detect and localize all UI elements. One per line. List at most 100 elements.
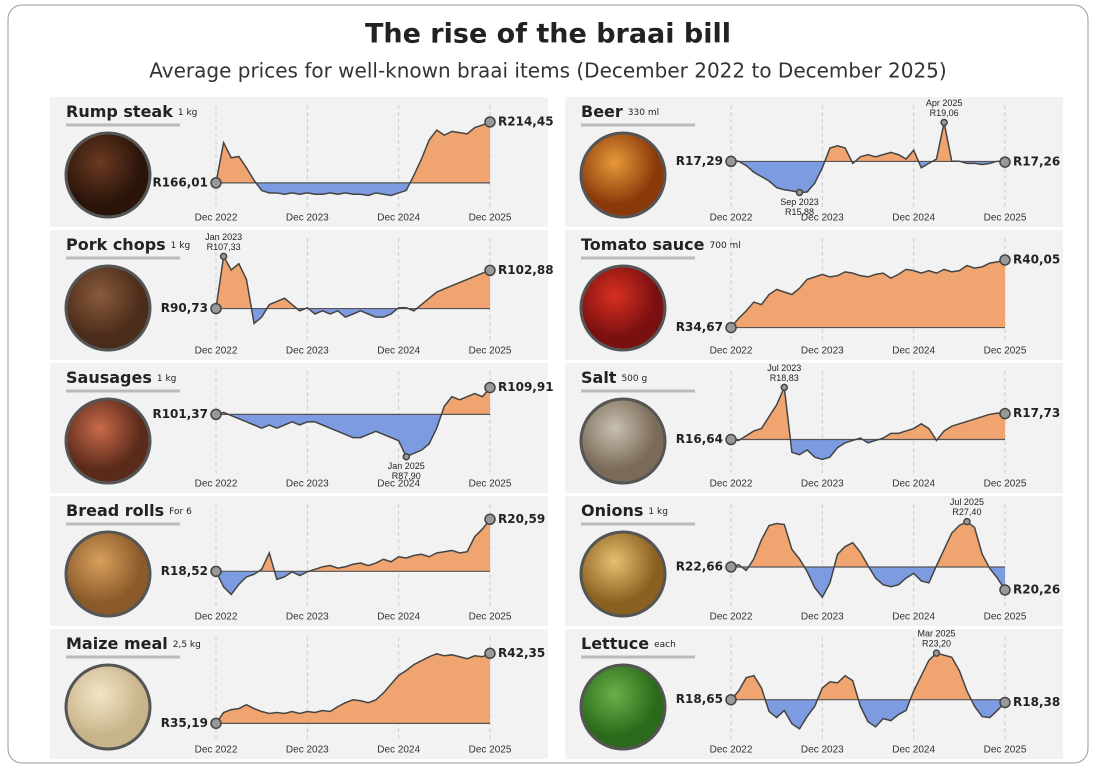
value-label: R18,52 [161, 564, 208, 578]
value-label: R22,66 [676, 559, 723, 573]
item-name: Lettuce [581, 634, 649, 653]
area-below [255, 182, 411, 196]
x-tick-label: Dec 2022 [710, 479, 753, 490]
item-name: Sausages [66, 368, 152, 387]
x-tick-label: Dec 2023 [801, 346, 844, 357]
x-tick-label: Dec 2024 [377, 612, 420, 623]
item-name: Rump steak [66, 102, 173, 121]
annotation-value: R15,88 [785, 207, 814, 217]
x-tick-label: Dec 2025 [469, 213, 512, 224]
x-tick-label: Dec 2025 [469, 479, 512, 490]
item-photo [579, 131, 667, 219]
area-below [731, 699, 1005, 729]
item-unit: For 6 [169, 507, 192, 517]
value-label: R214,45 [498, 114, 554, 128]
point [484, 647, 496, 660]
area-above [216, 387, 490, 415]
x-tick-label: Dec 2024 [892, 213, 935, 224]
area-above [216, 653, 490, 724]
item-photo [64, 663, 152, 751]
panel-title: Bread rolls For 6 [66, 501, 192, 520]
area-above [731, 521, 1005, 567]
x-tick-label: Dec 2022 [195, 612, 238, 623]
area-below [216, 571, 490, 595]
price-line [730, 520, 1006, 599]
price-line [215, 652, 491, 724]
x-tick-label: Dec 2023 [286, 346, 329, 357]
point [484, 116, 496, 128]
panel-title: Tomato sauce 700 ml [581, 235, 741, 254]
price-line [215, 121, 491, 197]
value-label: R35,19 [161, 716, 208, 730]
point [725, 321, 737, 334]
point [999, 407, 1011, 420]
area-below [216, 308, 490, 324]
annotation-date: Mar 2025 [917, 629, 955, 639]
x-tick-label: Dec 2024 [377, 745, 420, 756]
value-label: R16,64 [676, 432, 723, 446]
item-photo [579, 264, 667, 352]
price-line [730, 652, 1006, 730]
point [210, 177, 222, 189]
point [999, 584, 1011, 596]
price-line [215, 518, 491, 596]
price-line [730, 122, 1006, 194]
annotation-value: R87,90 [392, 471, 421, 481]
annotation-value: R18,83 [770, 373, 799, 383]
value-label: R166,01 [152, 175, 208, 189]
value-label: R17,73 [1013, 406, 1060, 420]
annotation-value: R19,06 [930, 108, 959, 118]
subtitle: Average prices for well-known braai item… [149, 59, 946, 83]
x-tick-label: Dec 2024 [377, 213, 420, 224]
item-photo [64, 131, 152, 219]
point [999, 254, 1011, 266]
panel-title: Salt 500 g [581, 368, 647, 387]
item-name: Tomato sauce [581, 235, 705, 254]
annotation-date: Sep 2023 [780, 197, 819, 207]
point [210, 565, 222, 578]
area-above [731, 387, 1005, 440]
title: The rise of the braai bill [365, 19, 731, 50]
area-above [731, 259, 1005, 328]
area-above [731, 653, 972, 700]
area-above [731, 122, 1000, 162]
area-below [731, 439, 938, 460]
item-unit: 1 kg [178, 108, 198, 118]
value-label: R18,38 [1013, 695, 1060, 709]
x-tick-label: Dec 2025 [469, 612, 512, 623]
point [932, 649, 941, 657]
point [484, 381, 496, 394]
point [484, 264, 496, 277]
x-tick-label: Dec 2023 [286, 213, 329, 224]
value-label: R40,05 [1013, 252, 1060, 266]
item-unit: 700 ml [710, 241, 741, 251]
item-photo [579, 663, 667, 751]
x-tick-label: Dec 2022 [195, 346, 238, 357]
value-label: R102,88 [498, 263, 554, 277]
item-unit: 500 g [621, 374, 647, 384]
point [210, 408, 222, 421]
point [725, 693, 737, 706]
item-unit: 2,5 kg [173, 640, 201, 650]
item-unit: 1 kg [648, 507, 668, 517]
x-tick-label: Dec 2025 [469, 346, 512, 357]
point [210, 302, 222, 315]
point [725, 561, 737, 573]
item-photo [579, 397, 667, 485]
value-label: R101,37 [152, 407, 208, 421]
x-tick-label: Dec 2023 [801, 479, 844, 490]
x-tick-label: Dec 2025 [984, 213, 1027, 224]
panel-title: Rump steak 1 kg [66, 102, 197, 121]
x-tick-label: Dec 2024 [892, 612, 935, 623]
value-label: R18,65 [676, 692, 723, 706]
item-photo [64, 397, 152, 485]
panel-title: Onions 1 kg [581, 501, 668, 520]
x-tick-label: Dec 2025 [469, 745, 512, 756]
point [210, 717, 222, 730]
area-above [258, 519, 490, 572]
item-name: Maize meal [66, 634, 168, 653]
x-tick-label: Dec 2023 [801, 612, 844, 623]
item-name: Bread rolls [66, 501, 164, 520]
annotation-date: Jul 2023 [767, 363, 801, 373]
